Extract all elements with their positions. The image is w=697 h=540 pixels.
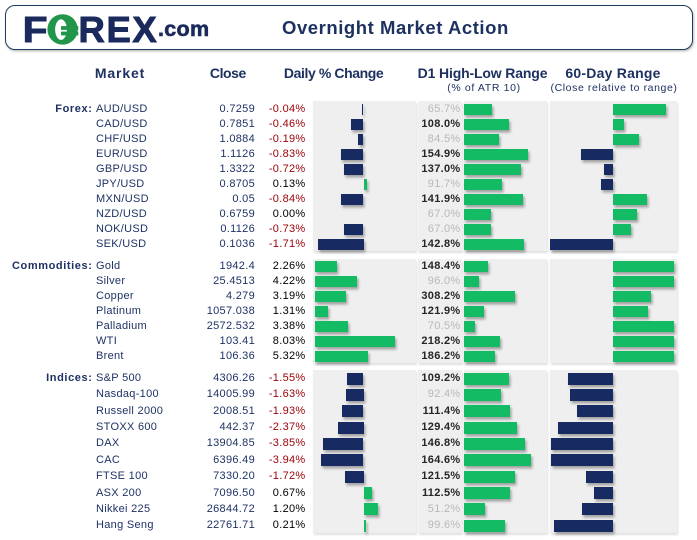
svg-text:REX: REX	[79, 9, 159, 50]
svg-text:.com: .com	[158, 17, 209, 41]
svg-text:F: F	[23, 10, 48, 51]
